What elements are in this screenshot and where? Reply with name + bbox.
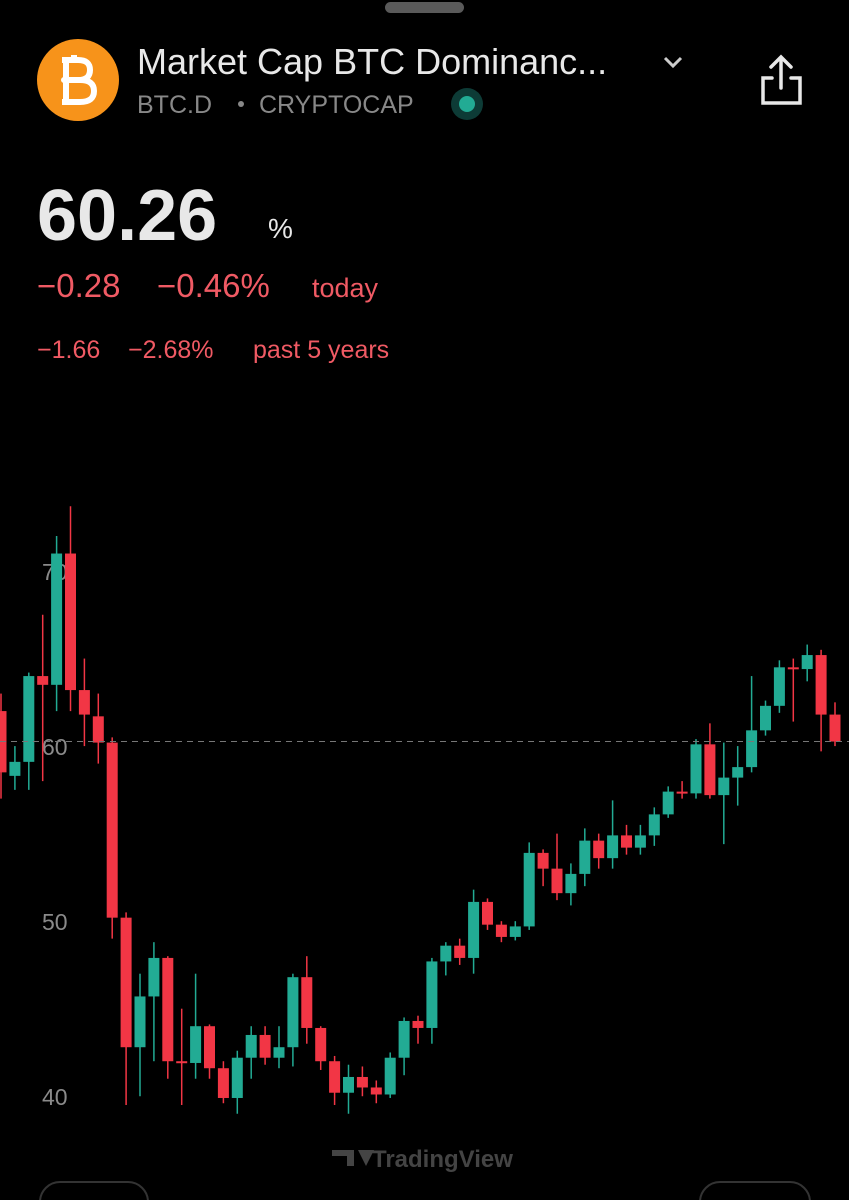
title[interactable]: Market Cap BTC Dominanc... <box>137 41 607 82</box>
candle-body <box>787 667 799 670</box>
change: −0.28 <box>37 267 121 304</box>
candle-body <box>148 957 160 997</box>
share-button[interactable] <box>761 54 802 105</box>
candle-body <box>356 1076 368 1088</box>
btc-icon <box>37 39 119 121</box>
candle-body <box>78 690 90 715</box>
candle-body <box>412 1020 424 1028</box>
market-status <box>459 96 475 112</box>
bottom-button[interactable] <box>39 1181 149 1200</box>
candle-body <box>301 977 313 1028</box>
candle-body <box>190 1026 202 1063</box>
candle-body <box>23 676 35 762</box>
long-change-pct: −2.68% <box>128 336 214 364</box>
price-unit: % <box>268 213 293 244</box>
candle-body <box>176 1061 188 1064</box>
change-period: today <box>312 273 379 303</box>
candle-body <box>718 777 730 796</box>
candle-body <box>92 716 104 743</box>
candle-body <box>634 835 646 848</box>
candle-body <box>245 1034 257 1058</box>
candle-body <box>454 945 466 958</box>
candle-body <box>565 873 577 894</box>
candle-body <box>440 945 452 962</box>
candle-body <box>662 791 674 815</box>
price: 60.26 <box>37 176 217 256</box>
candle-body <box>231 1057 243 1098</box>
candle-body <box>482 901 493 925</box>
exchange: CRYPTOCAP <box>259 91 414 119</box>
candle-body <box>329 1061 341 1093</box>
candle-body <box>495 924 507 937</box>
candle-body <box>468 901 480 958</box>
candle-body <box>51 553 63 685</box>
candle-body <box>120 917 132 1048</box>
long-period: past 5 years <box>253 336 389 364</box>
y-tick-label: 40 <box>42 1084 68 1110</box>
candle-body <box>106 742 118 918</box>
candle-body <box>732 767 744 778</box>
change-pct: −0.46% <box>157 267 270 304</box>
candle-body <box>134 996 146 1048</box>
dropdown-chevron[interactable] <box>663 56 683 69</box>
long-change: −1.66 <box>37 336 100 364</box>
candle-body <box>426 961 438 1028</box>
candle-body <box>746 730 758 768</box>
candle-body <box>509 926 521 937</box>
candle-body <box>815 655 827 715</box>
candle-body <box>704 744 716 796</box>
candle-body <box>398 1020 410 1058</box>
candle-body <box>607 835 619 859</box>
candle-body <box>217 1068 229 1098</box>
candle-body <box>676 791 688 794</box>
candle-body <box>273 1047 285 1058</box>
candle-body <box>551 868 563 894</box>
candle-body <box>37 676 49 685</box>
separator-dot <box>238 101 244 107</box>
candle-body <box>648 814 660 836</box>
y-tick-label: 60 <box>42 734 68 760</box>
candle-body <box>162 957 174 1062</box>
watermark-logo <box>332 1150 374 1166</box>
chart: 40506070 <box>0 506 849 1114</box>
candle-body <box>259 1034 271 1058</box>
candle-body <box>579 840 591 874</box>
candle-body <box>773 667 785 706</box>
candle-body <box>287 977 299 1048</box>
candle-body <box>801 655 813 670</box>
watermark: TradingView <box>372 1146 513 1173</box>
candle-body <box>204 1026 215 1069</box>
candle-body <box>343 1076 354 1093</box>
candle-body <box>370 1087 382 1095</box>
candle-body <box>593 840 605 859</box>
candle-body <box>523 852 535 927</box>
candle-body <box>829 714 841 742</box>
bottom-button[interactable] <box>699 1181 811 1200</box>
candle-body <box>621 835 632 848</box>
candle-body <box>760 705 771 731</box>
candle-body <box>315 1027 327 1062</box>
drag-handle[interactable] <box>385 2 464 13</box>
candle-body <box>9 761 21 776</box>
symbol: BTC.D <box>137 91 212 119</box>
y-tick-label: 50 <box>42 909 68 935</box>
candle-body <box>537 852 549 869</box>
candle-body <box>690 744 702 794</box>
candle-body <box>384 1057 396 1095</box>
candle-body <box>65 553 76 691</box>
